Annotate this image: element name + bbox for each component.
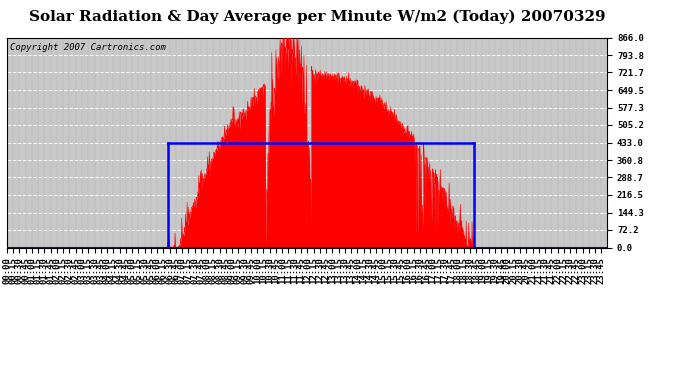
Text: Copyright 2007 Cartronics.com: Copyright 2007 Cartronics.com [10, 43, 166, 52]
Text: Solar Radiation & Day Average per Minute W/m2 (Today) 20070329: Solar Radiation & Day Average per Minute… [29, 9, 606, 24]
